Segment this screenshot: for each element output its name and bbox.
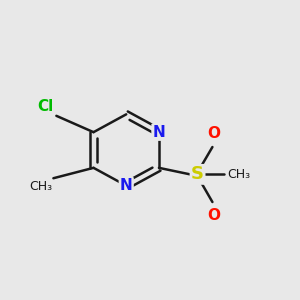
Text: O: O [207, 208, 220, 223]
Text: Cl: Cl [37, 99, 53, 114]
Text: CH₃: CH₃ [29, 180, 52, 193]
Text: N: N [120, 178, 133, 193]
Text: S: S [191, 165, 204, 183]
Text: CH₃: CH₃ [227, 168, 250, 181]
Text: N: N [152, 125, 165, 140]
Text: O: O [207, 126, 220, 141]
